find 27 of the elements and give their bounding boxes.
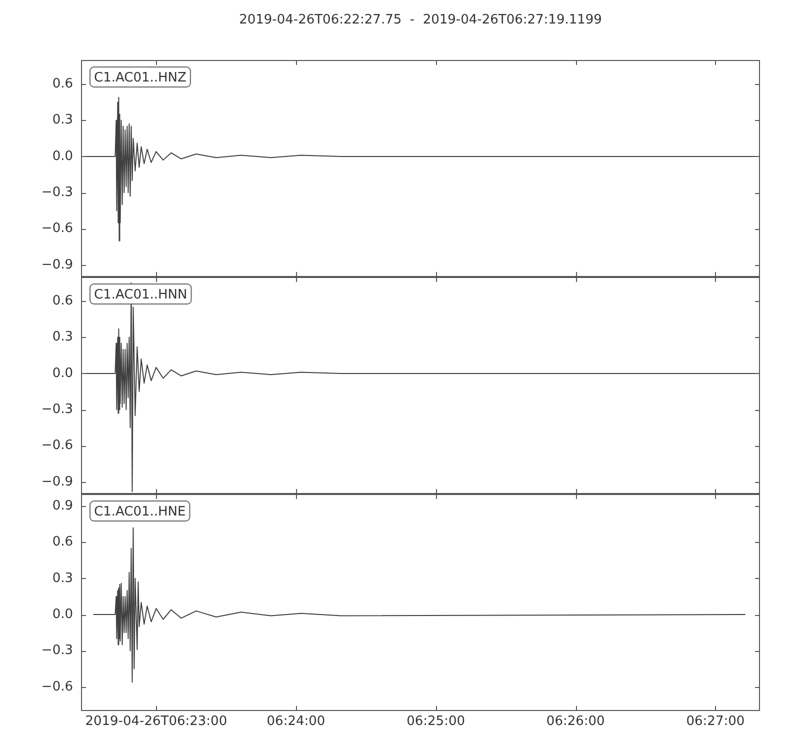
y-tick-label: 0.9 xyxy=(52,498,73,514)
annotation: C1.AC01..HNN xyxy=(94,287,188,302)
y-tick-label: 0.3 xyxy=(52,570,73,586)
y-tick-label: −0.3 xyxy=(41,402,73,417)
x-tick-label: 2019-04-26T06:23:00 xyxy=(85,714,228,730)
y-tick-label: −0.6 xyxy=(41,679,73,694)
y-tick-label: 0.6 xyxy=(52,293,73,308)
annotation: C1.AC01..HNE xyxy=(94,504,186,520)
x-tick-label: 06:27:00 xyxy=(686,714,745,730)
y-tick-label: −0.6 xyxy=(41,221,73,236)
y-tick-label: −0.9 xyxy=(41,474,73,490)
y-tick-label: 0.0 xyxy=(52,606,73,622)
annotation: C1.AC01..HNZ xyxy=(94,70,187,86)
y-tick-label: −0.3 xyxy=(41,184,73,200)
chart-title: 2019-04-26T06:22:27.75 - 2019-04-26T06:27:19.1199 xyxy=(239,12,602,28)
x-tick-label: 06:25:00 xyxy=(406,714,465,730)
y-tick-label: −0.3 xyxy=(41,643,73,658)
y-tick-label: 0.3 xyxy=(52,330,73,345)
y-tick-label: −0.6 xyxy=(41,438,73,454)
y-tick-label: −0.9 xyxy=(41,257,73,272)
x-tick-label: 06:24:00 xyxy=(266,714,326,730)
y-tick-label: 0.0 xyxy=(52,366,73,381)
y-tick-label: 0.6 xyxy=(52,534,73,550)
y-tick-label: 0.0 xyxy=(52,148,73,164)
y-tick-label: 0.3 xyxy=(52,112,73,128)
y-tick-label: 0.6 xyxy=(52,76,73,92)
x-tick-label: 06:26:00 xyxy=(546,714,605,730)
